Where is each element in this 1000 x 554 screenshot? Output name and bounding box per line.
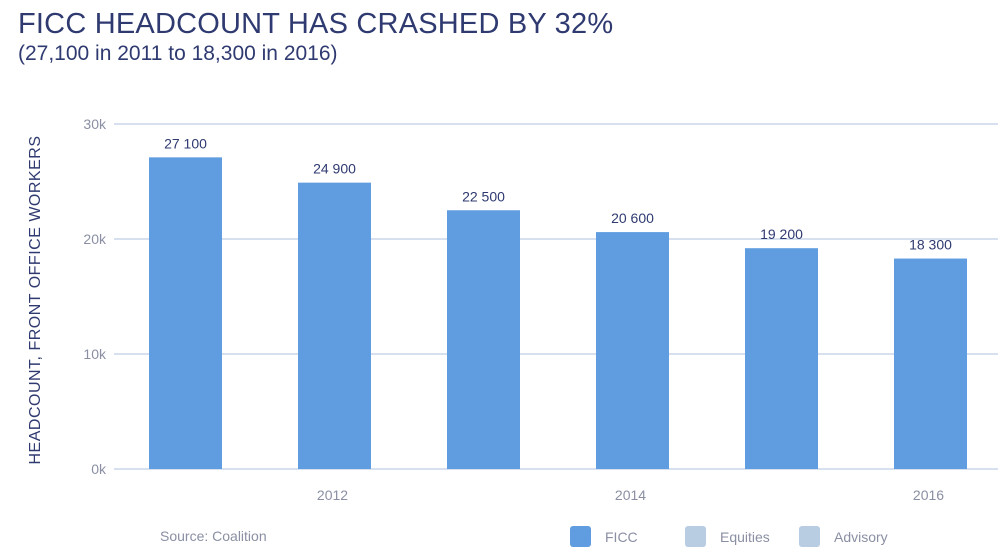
legend-item-advisory: Advisory [799, 526, 888, 547]
y-tick-label-1: 10k [83, 346, 107, 362]
x-tick-label-2012: 2012 [317, 487, 348, 503]
legend-label-advisory: Advisory [834, 528, 888, 545]
chart-subtitle: (27,100 in 2011 to 18,300 in 2016) [18, 42, 338, 65]
legend-swatch-equities [685, 526, 706, 547]
y-axis-label: HEADCOUNT, FRONT OFFICE WORKERS [27, 136, 44, 465]
legend-label-ficc: FICC [605, 528, 638, 545]
bar-2015 [745, 248, 818, 469]
data-label-2014: 20 600 [611, 210, 654, 226]
chart-title: FICC HEADCOUNT HAS CRASHED BY 32% [18, 8, 614, 40]
bar-2014 [596, 232, 669, 469]
source-note: Source: Coalition [160, 528, 267, 544]
x-tick-label-2014: 2014 [615, 487, 646, 503]
x-tick-label-2016: 2016 [913, 487, 944, 503]
bar-2016 [894, 258, 967, 469]
data-label-2016: 18 300 [909, 237, 952, 253]
data-label-2015: 19 200 [760, 226, 803, 242]
bar-2013 [447, 210, 520, 469]
data-label-2011: 27 100 [164, 135, 207, 151]
data-label-2013: 22 500 [462, 188, 505, 204]
legend-item-equities: Equities [685, 526, 770, 547]
data-label-2012: 24 900 [313, 161, 356, 177]
legend-label-equities: Equities [720, 528, 770, 545]
legend-swatch-ficc [570, 526, 591, 547]
y-tick-label-2: 20k [83, 231, 107, 247]
y-tick-label-0: 0k [91, 461, 107, 477]
legend-item-ficc: FICC [570, 526, 638, 547]
y-tick-label-3: 30k [83, 116, 107, 132]
bar-2012 [298, 182, 371, 469]
bar-2011 [149, 157, 222, 469]
legend-swatch-advisory [799, 526, 820, 547]
